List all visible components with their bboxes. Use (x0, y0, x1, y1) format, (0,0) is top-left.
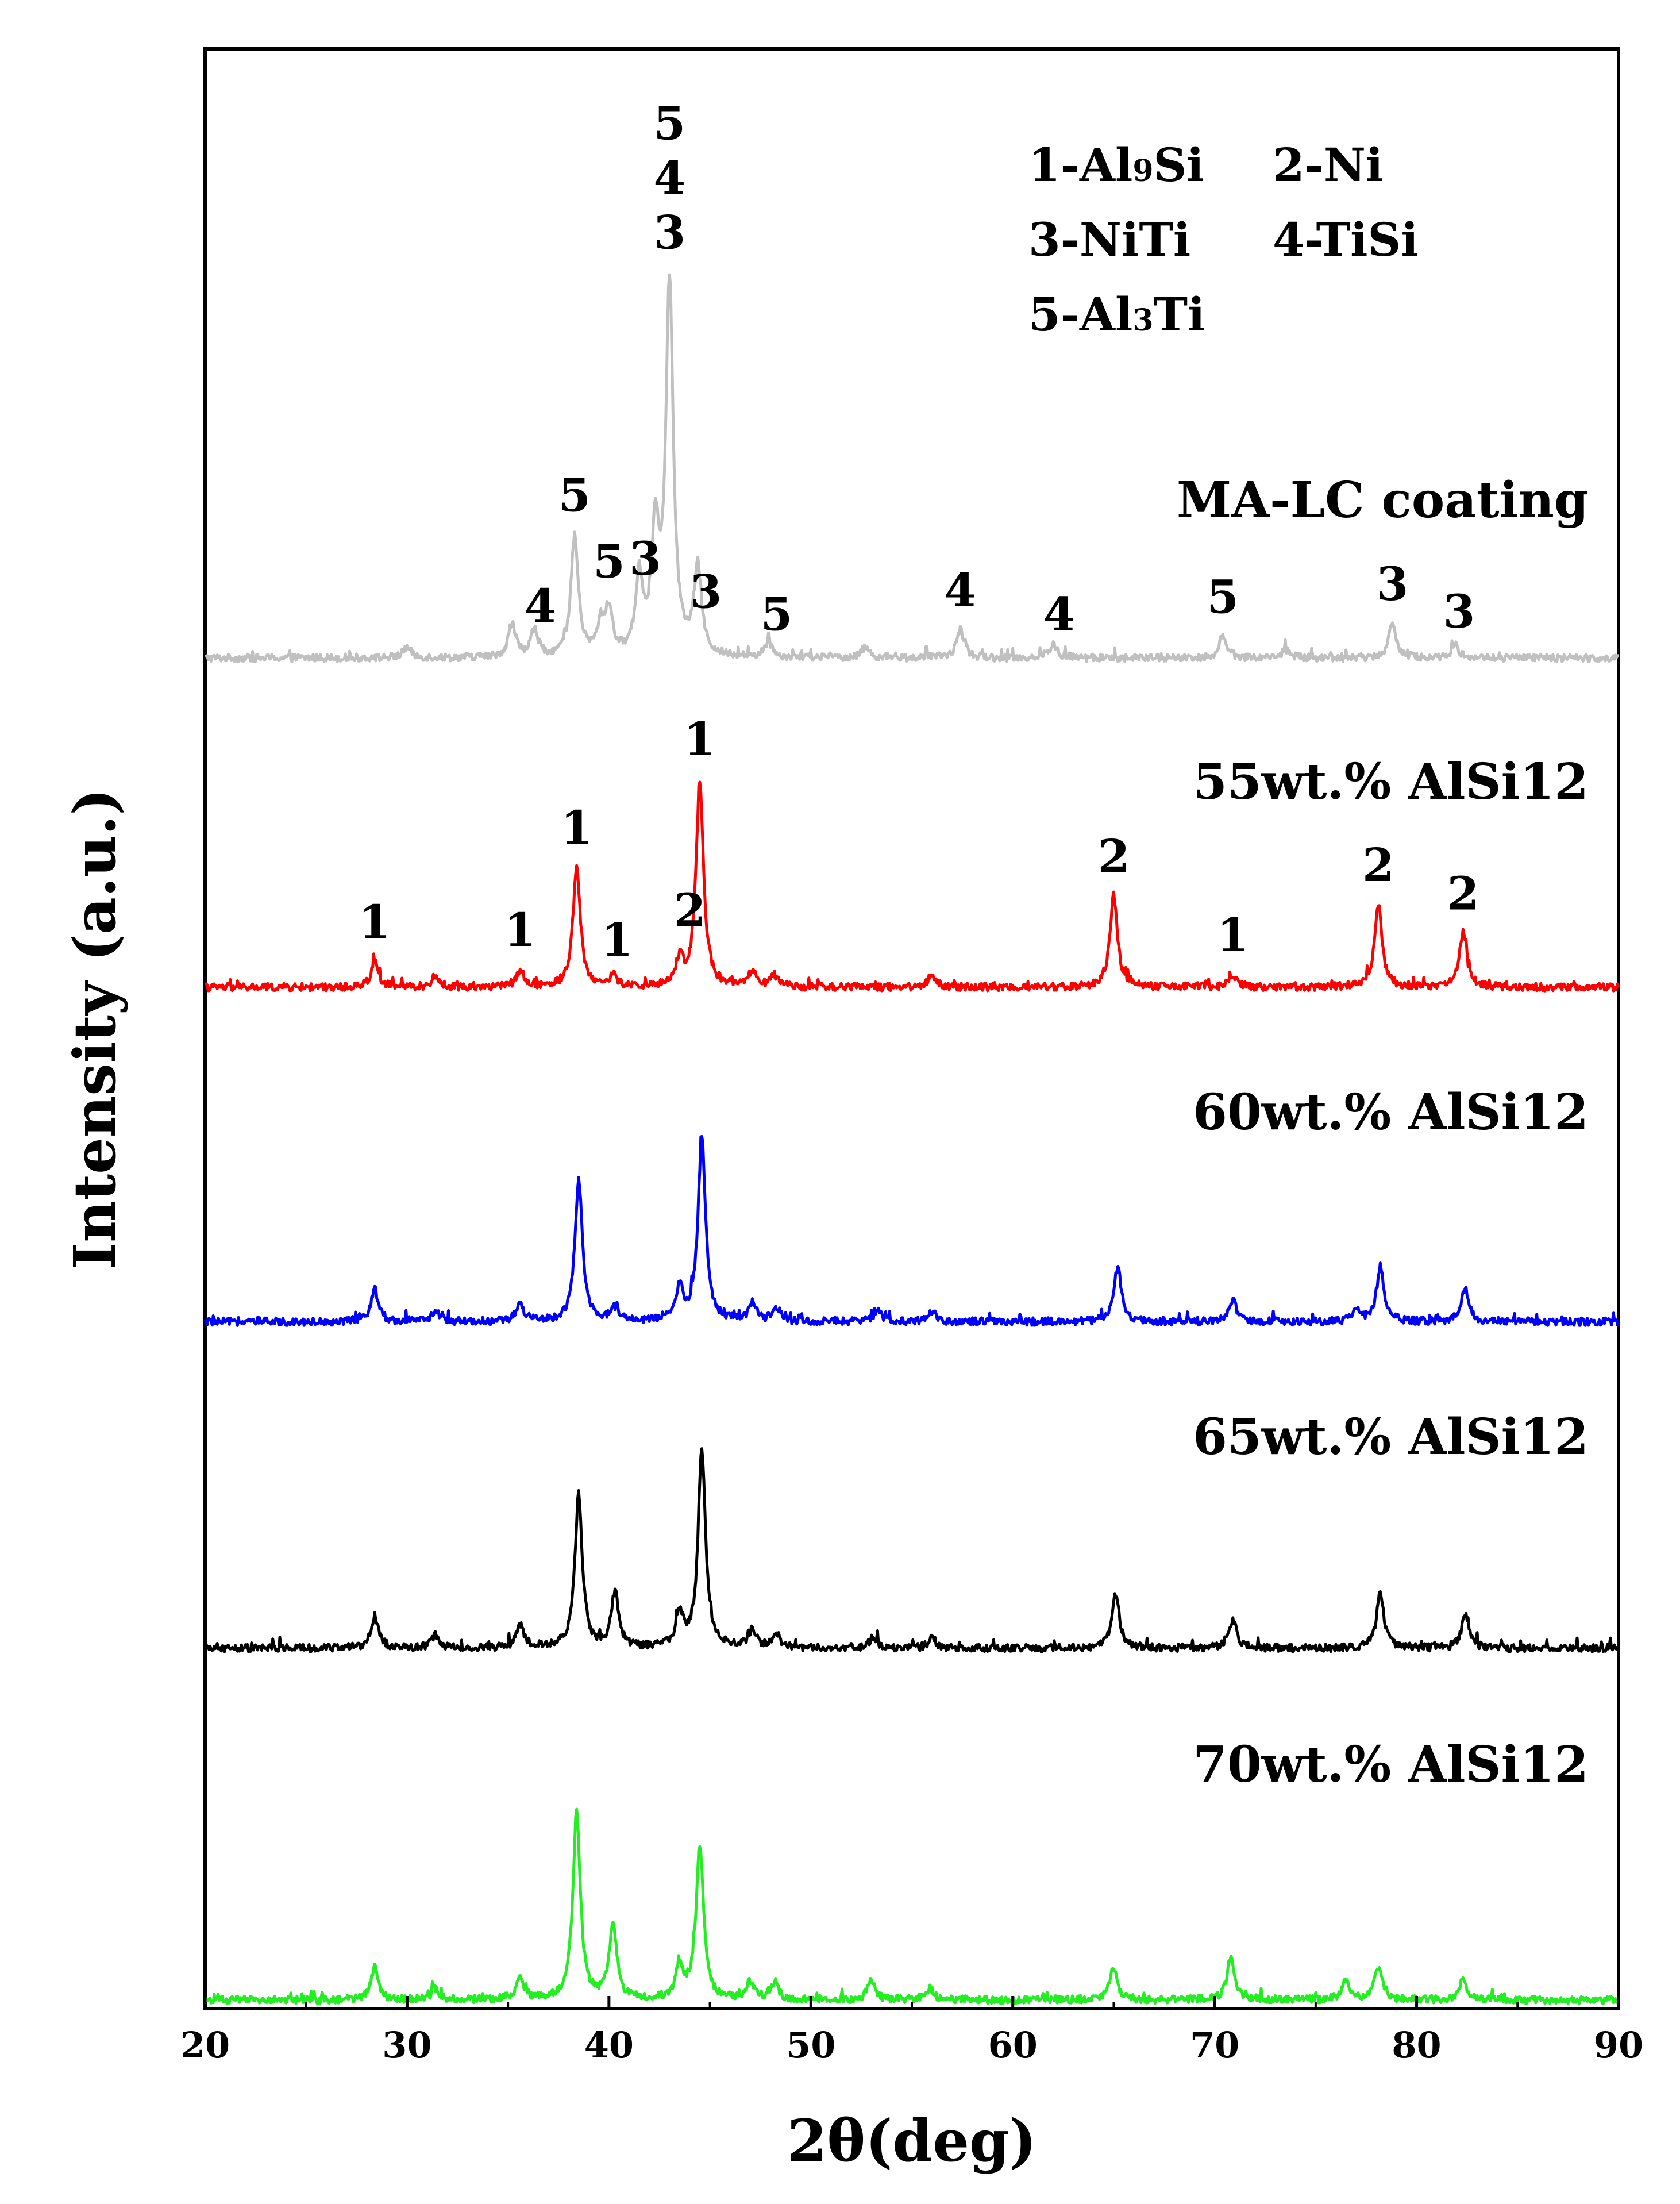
peak-label: 2 (1362, 838, 1394, 892)
x-tick-label: 30 (382, 2024, 431, 2066)
y-axis-title: Intensity (a.u.) (61, 788, 129, 1269)
series-label-3: 60wt.% AlSi12 (1193, 1083, 1589, 1141)
x-tick-label: 80 (1392, 2024, 1441, 2066)
legend-entry-2: 2-Ni (1273, 138, 1383, 192)
peak-label: 1 (684, 712, 716, 766)
series-line-3 (203, 1134, 1619, 1327)
peak-label: 1 (359, 895, 391, 949)
x-tick-label: 20 (180, 2024, 230, 2066)
x-tick-label: 50 (786, 2024, 835, 2066)
x-tick-label: 60 (988, 2024, 1038, 2066)
peak-label: 2 (1447, 867, 1479, 921)
peak-label: 3 (690, 564, 722, 618)
series-line-5 (203, 1807, 1620, 2005)
series-line-4 (204, 1447, 1620, 1653)
legend-entry-1: 1-Al9Si (1028, 138, 1204, 192)
plot-frame (203, 47, 1620, 2010)
peak-label: 5 (761, 587, 793, 641)
peak-label: 5 (653, 97, 685, 151)
peak-label: 1 (1217, 908, 1249, 962)
peak-label: 4 (1043, 587, 1076, 641)
peak-label: 1 (601, 913, 633, 967)
peak-label: 4 (653, 151, 685, 205)
peak-label: 4 (525, 579, 557, 633)
legend-entry-5: 5-Al3Ti (1028, 287, 1205, 341)
series-label-1: MA-LC coating (1177, 471, 1589, 529)
legend-entry-3: 3-NiTi (1028, 213, 1190, 267)
series-line-2 (205, 780, 1620, 993)
x-axis-title: 2θ(deg) (787, 2107, 1036, 2175)
legend: 1-Al9Si 2-Ni 3-NiTi 4-TiSi 5-Al3Ti (1028, 138, 1419, 341)
series-label-layer: MA-LC coating 55wt.% AlSi12 60wt.% AlSi12 6… (1177, 471, 1589, 1794)
series-label-4: 65wt.% AlSi12 (1193, 1408, 1589, 1466)
peak-label: 3 (653, 206, 685, 260)
peak-label: 3 (1443, 584, 1475, 638)
peak-label: 3 (1377, 557, 1409, 611)
peak-label: 5 (593, 534, 625, 588)
x-tick-label: 70 (1190, 2024, 1239, 2066)
x-tick-label: 40 (584, 2024, 634, 2066)
series-label-2: 55wt.% AlSi12 (1193, 753, 1589, 811)
peak-label: 5 (558, 468, 591, 522)
peak-label: 2 (674, 883, 706, 937)
series-label-5: 70wt.% AlSi12 (1193, 1736, 1589, 1794)
series-layer (203, 273, 1620, 2005)
legend-entry-4: 4-TiSi (1273, 213, 1419, 267)
x-axis: 20 30 40 50 60 70 80 90 (180, 1996, 1643, 2066)
peak-label: 1 (561, 801, 593, 855)
peak-label: 4 (944, 563, 976, 617)
peak-label: 1 (504, 903, 536, 957)
peak-label: 5 (1207, 570, 1239, 624)
peak-label: 3 (629, 532, 661, 586)
x-tick-label: 90 (1594, 2024, 1643, 2066)
peak-label: 2 (1098, 829, 1130, 883)
series-line-1 (205, 273, 1619, 663)
